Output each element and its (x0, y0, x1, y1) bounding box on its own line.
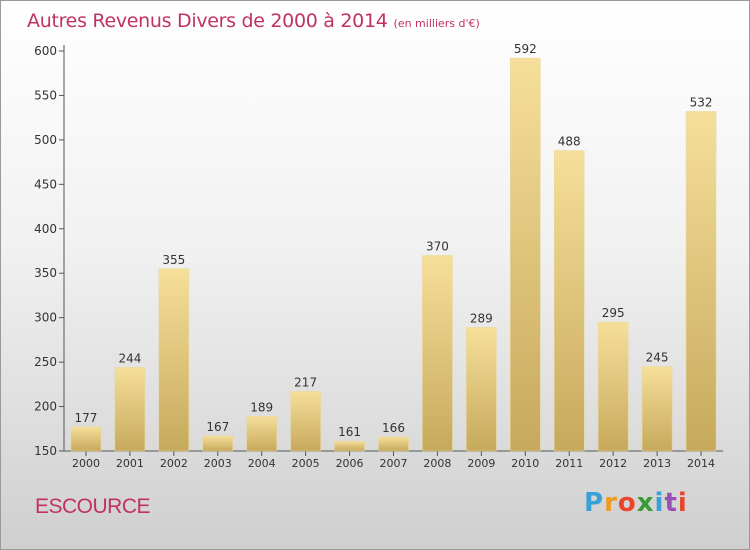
chart-subtitle: (en milliers d'€) (393, 17, 480, 30)
x-tick-label: 2003 (204, 457, 232, 470)
bar-value-label: 217 (294, 375, 317, 389)
x-tick-label: 2007 (380, 457, 408, 470)
bar (510, 57, 541, 452)
bar (290, 391, 321, 452)
bar (202, 435, 234, 452)
x-tick-label: 2002 (160, 457, 188, 470)
bar-value-label: 355 (162, 253, 185, 267)
logo-letter: r (604, 488, 618, 518)
bar-value-label: 189 (250, 400, 273, 414)
x-tick-label: 2011 (555, 457, 583, 470)
y-tick-label: 300 (34, 311, 57, 325)
bar-value-label: 167 (206, 420, 229, 434)
x-tick-label: 2005 (292, 457, 320, 470)
bar-value-label: 532 (690, 95, 713, 109)
bar-value-label: 295 (602, 306, 625, 320)
logo-letter: P (584, 488, 605, 518)
bar-value-label: 592 (514, 42, 537, 56)
bar (334, 440, 365, 452)
y-tick-label: 250 (34, 355, 57, 369)
chart-title: Autres Revenus Divers de 2000 à 2014 (27, 10, 388, 32)
bar-value-label: 244 (118, 351, 141, 365)
bar-value-label: 289 (470, 311, 493, 325)
bar-value-label: 370 (426, 239, 449, 253)
y-tick-label: 500 (34, 133, 57, 147)
x-tick-label: 2000 (72, 457, 100, 470)
logo-letter: i (654, 488, 665, 518)
x-tick-label: 2009 (467, 457, 495, 470)
logo-letter: t (664, 488, 678, 518)
y-tick-label: 350 (34, 266, 57, 280)
bar-value-label: 166 (382, 421, 405, 435)
x-tick-label: 2008 (423, 457, 451, 470)
x-tick-label: 2001 (116, 457, 144, 470)
logo-letter: i (677, 488, 688, 518)
x-tick-label: 2014 (687, 457, 715, 470)
y-tick-label: 400 (34, 222, 57, 236)
bar (422, 255, 453, 452)
bar (378, 436, 409, 452)
y-tick-label: 200 (34, 400, 57, 414)
bar-value-label: 161 (338, 425, 361, 439)
x-tick-label: 2004 (248, 457, 276, 470)
proxiti-logo: Proxiti (584, 488, 688, 518)
logo-letter: x (636, 488, 655, 518)
y-tick-label: 600 (34, 44, 57, 58)
y-tick-label: 550 (34, 88, 57, 102)
commune-name: ESCOURCE (35, 495, 151, 518)
logo-letter: o (617, 488, 637, 518)
y-tick-label: 150 (34, 444, 57, 458)
x-tick-label: 2010 (511, 457, 539, 470)
bar-value-label: 488 (558, 135, 581, 149)
x-tick-label: 2006 (336, 457, 364, 470)
bar (70, 426, 102, 452)
bar (685, 111, 717, 452)
bar (246, 416, 277, 452)
bar-value-label: 245 (646, 351, 669, 365)
x-tick-label: 2012 (599, 457, 627, 470)
chart-title-block: Autres Revenus Divers de 2000 à 2014 (en … (27, 10, 480, 32)
y-tick-label: 450 (34, 177, 57, 191)
bar (158, 268, 190, 452)
x-tick-label: 2013 (643, 457, 671, 470)
bar (641, 366, 673, 452)
bar (553, 150, 585, 452)
bar (466, 327, 497, 452)
bar (597, 321, 629, 452)
bar-value-label: 177 (75, 411, 98, 425)
bar (114, 367, 146, 452)
